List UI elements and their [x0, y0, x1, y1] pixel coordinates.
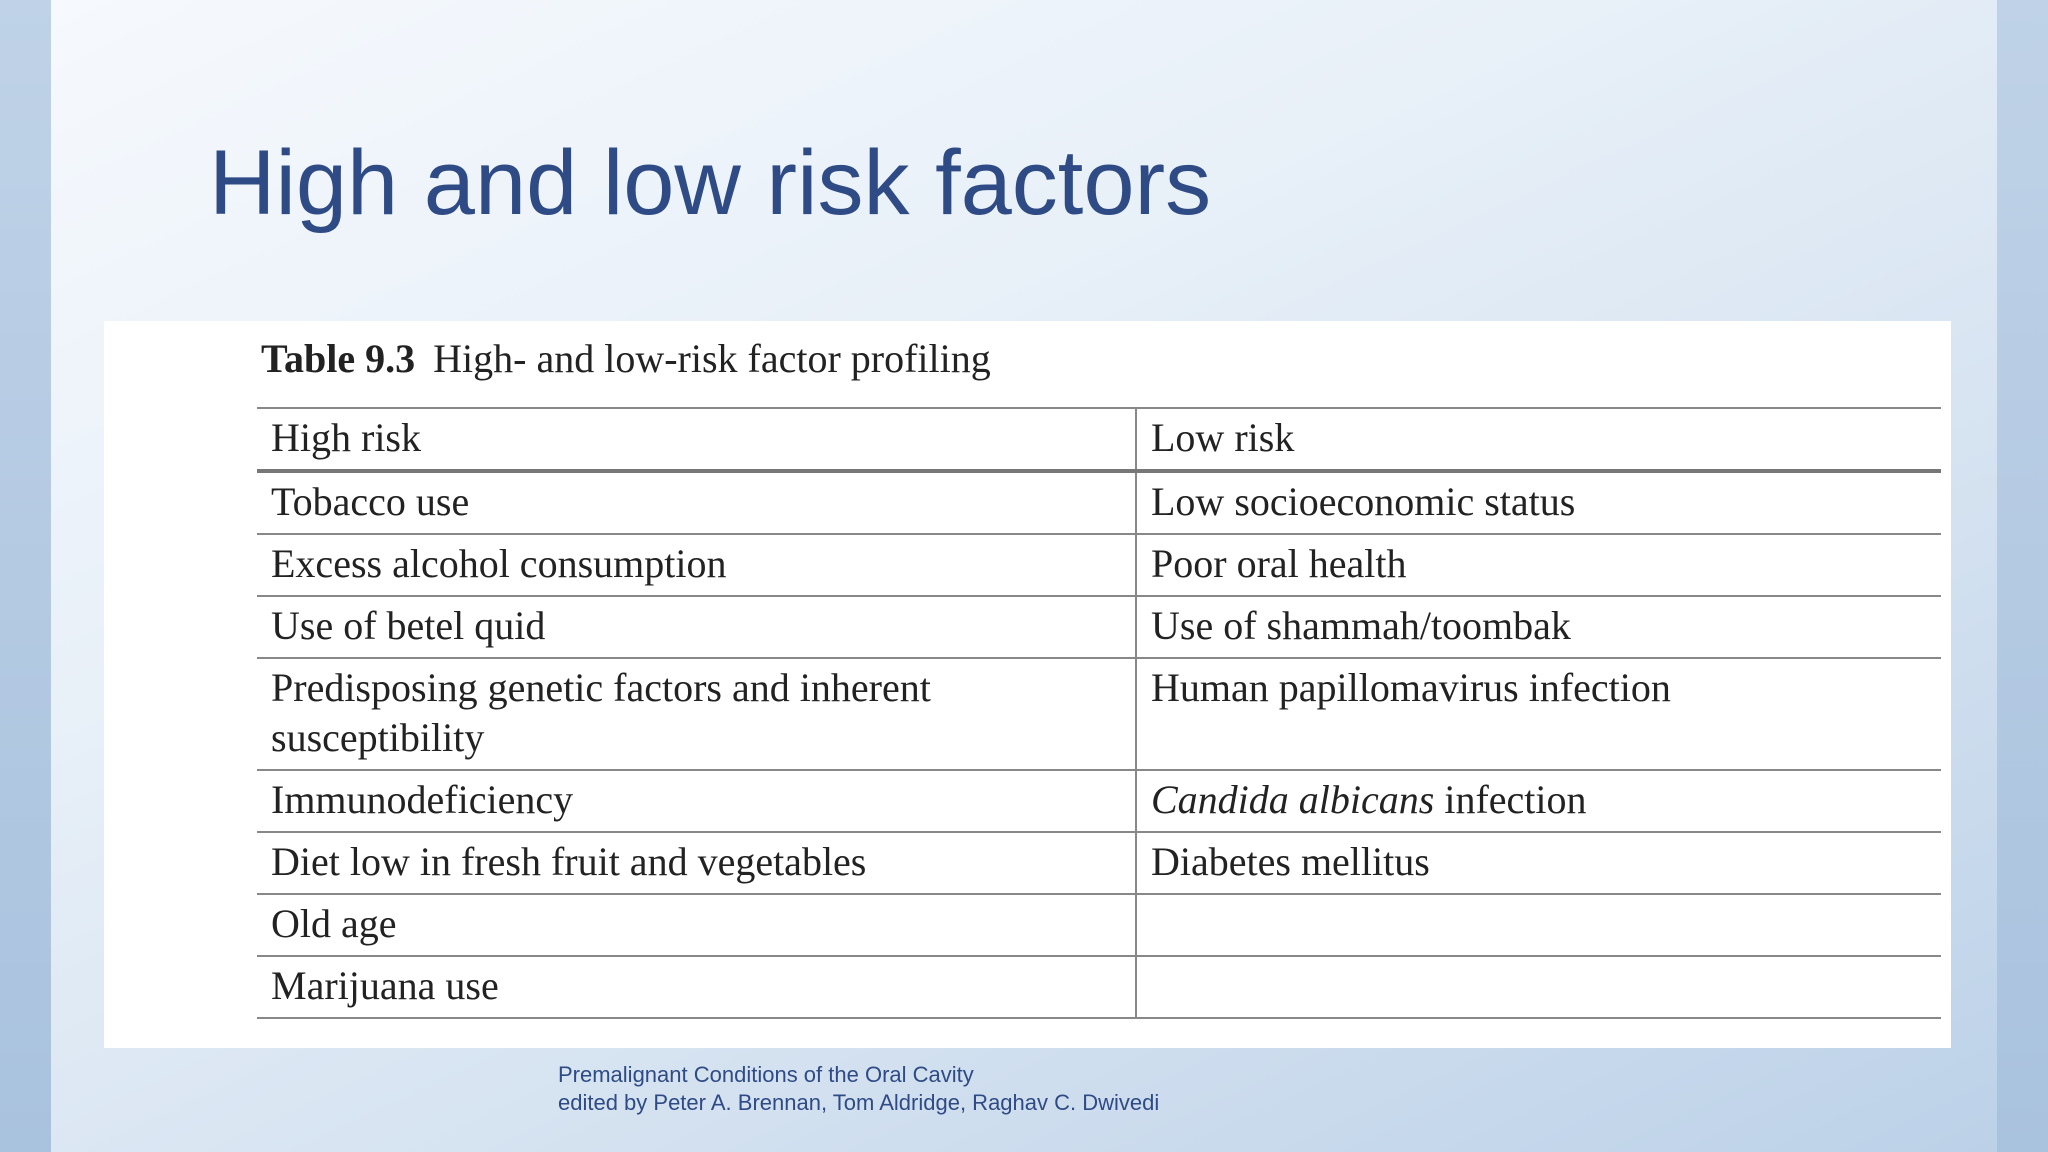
low-risk-cell-rest: infection [1434, 777, 1587, 822]
table-row: Immunodeficiency Candida albicans infect… [257, 770, 1941, 833]
left-margin-band [0, 0, 51, 1152]
table-row: Tobacco use Low socioeconomic status [257, 471, 1941, 535]
high-risk-cell-line: Predisposing genetic factors and inheren… [271, 665, 931, 710]
header-high-risk: High risk [257, 407, 1137, 473]
source-citation: Premalignant Conditions of the Oral Cavi… [558, 1061, 1159, 1117]
low-risk-cell: Human papillomavirus infection [1136, 658, 1941, 771]
high-risk-cell: Immunodeficiency [257, 770, 1137, 833]
high-risk-cell: Old age [257, 894, 1137, 957]
table-row: Old age [257, 894, 1941, 957]
source-book-title: Premalignant Conditions of the Oral Cavi… [558, 1062, 974, 1087]
slide-title: High and low risk factors [209, 132, 1212, 234]
table-row: Diet low in fresh fruit and vegetables D… [257, 832, 1941, 895]
low-risk-cell: Low socioeconomic status [1136, 471, 1941, 535]
high-risk-cell: Excess alcohol consumption [257, 534, 1137, 597]
right-margin-band [1997, 0, 2048, 1152]
table-row: Use of betel quid Use of shammah/toombak [257, 596, 1941, 659]
low-risk-cell: Candida albicans infection [1136, 770, 1941, 833]
high-risk-cell: Tobacco use [257, 471, 1137, 535]
low-risk-cell [1136, 956, 1941, 1019]
table-row: Excess alcohol consumption Poor oral hea… [257, 534, 1941, 597]
high-risk-cell: Marijuana use [257, 956, 1137, 1019]
high-risk-cell: Use of betel quid [257, 596, 1137, 659]
table-figure: Table 9.3 High- and low-risk factor profi… [104, 321, 1951, 1048]
low-risk-cell: Poor oral health [1136, 534, 1941, 597]
high-risk-cell: Predisposing genetic factors and inheren… [257, 658, 1137, 771]
table-row: Predisposing genetic factors and inheren… [257, 658, 1941, 771]
table-caption-number: Table 9.3 [261, 336, 416, 381]
table-header-row: High risk Low risk [257, 407, 1941, 473]
table-caption-text: High- and low-risk factor profiling [433, 336, 991, 381]
low-risk-cell: Use of shammah/toombak [1136, 596, 1941, 659]
header-low-risk: Low risk [1136, 407, 1941, 473]
low-risk-cell [1136, 894, 1941, 957]
high-risk-cell-line: susceptibility [271, 715, 485, 760]
low-risk-cell: Diabetes mellitus [1136, 832, 1941, 895]
organism-name: Candida albicans [1151, 777, 1435, 822]
table-row: Marijuana use [257, 956, 1941, 1019]
slide: High and low risk factors Table 9.3 High-… [51, 0, 1997, 1152]
table-caption: Table 9.3 High- and low-risk factor profi… [261, 335, 991, 383]
high-risk-cell: Diet low in fresh fruit and vegetables [257, 832, 1137, 895]
source-editors: edited by Peter A. Brennan, Tom Aldridge… [558, 1090, 1160, 1115]
risk-factor-table: High risk Low risk Tobacco use Low socio… [257, 407, 1941, 1019]
